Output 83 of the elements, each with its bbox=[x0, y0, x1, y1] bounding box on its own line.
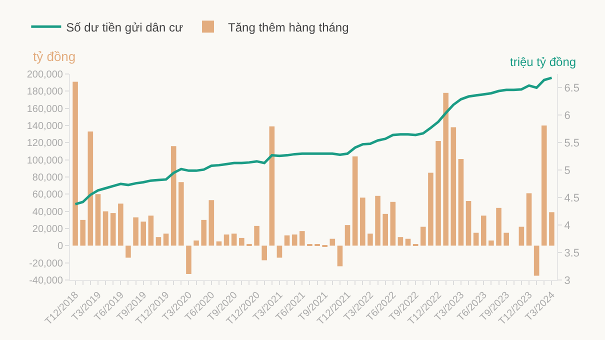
bar bbox=[118, 204, 124, 246]
bar bbox=[420, 226, 426, 246]
bar bbox=[534, 246, 540, 276]
y2-tick-label: 4.5 bbox=[564, 192, 580, 204]
y-tick-label: 80,000 bbox=[32, 172, 64, 184]
bar bbox=[292, 234, 298, 246]
bar bbox=[269, 126, 275, 246]
bar bbox=[95, 194, 101, 246]
y-tick-label: 100,000 bbox=[26, 155, 64, 166]
bar bbox=[72, 82, 78, 246]
bar bbox=[368, 234, 373, 246]
y-tick-label: 0 bbox=[57, 241, 64, 252]
bar bbox=[481, 216, 486, 246]
bar bbox=[466, 201, 472, 246]
bar bbox=[201, 220, 206, 246]
bar bbox=[488, 240, 494, 246]
y-tick-label: -20,000 bbox=[29, 258, 64, 270]
y2-tick-label: 6.5 bbox=[564, 82, 580, 95]
bar bbox=[88, 132, 94, 246]
bar bbox=[473, 232, 479, 246]
bar bbox=[110, 213, 116, 246]
y-tick-label: 160,000 bbox=[26, 104, 64, 115]
bar bbox=[239, 238, 244, 246]
line-series bbox=[74, 76, 553, 206]
bar bbox=[140, 222, 146, 246]
y2-tick-label: 5.5 bbox=[564, 138, 580, 150]
bar bbox=[450, 127, 456, 246]
bar bbox=[156, 237, 162, 246]
y-tick-label: 60,000 bbox=[32, 190, 64, 201]
y-axis-title: tỷ đồng bbox=[33, 49, 76, 64]
y-tick-label: 40,000 bbox=[32, 206, 64, 218]
bar bbox=[390, 202, 396, 246]
bar bbox=[102, 211, 108, 246]
y2-tick-label: 3 bbox=[564, 274, 570, 287]
y2-tick-label: 4 bbox=[564, 220, 570, 232]
bar bbox=[170, 146, 176, 246]
bar bbox=[80, 220, 86, 246]
bar bbox=[126, 246, 131, 258]
bar bbox=[496, 208, 502, 246]
legend-label: Số dư tiền gửi dân cư bbox=[66, 20, 184, 34]
y-tick-label: 20,000 bbox=[32, 224, 64, 235]
y-tick-label: 140,000 bbox=[26, 121, 64, 132]
bar bbox=[518, 226, 524, 246]
bar bbox=[405, 238, 411, 246]
bar bbox=[178, 182, 184, 246]
y2-tick-label: 6 bbox=[564, 110, 570, 122]
bar bbox=[344, 225, 350, 246]
bar bbox=[276, 246, 282, 258]
bar bbox=[208, 200, 214, 246]
y2-axis-title: triệu tỷ đồng bbox=[510, 55, 576, 69]
bar bbox=[526, 193, 532, 246]
bar bbox=[133, 217, 138, 246]
y-tick-label: 200,000 bbox=[26, 70, 64, 80]
bar bbox=[360, 198, 366, 246]
bar bbox=[254, 226, 260, 246]
y-tick-label: -40,000 bbox=[29, 276, 64, 286]
bar bbox=[284, 235, 290, 246]
legend-label: Tăng thêm hàng tháng bbox=[228, 20, 349, 34]
bar bbox=[300, 231, 305, 246]
bar bbox=[186, 246, 192, 274]
y-tick-label: 180,000 bbox=[26, 86, 64, 98]
bar bbox=[542, 126, 547, 246]
bar bbox=[337, 246, 343, 266]
bar bbox=[443, 92, 448, 246]
bar bbox=[262, 246, 267, 260]
bar bbox=[231, 234, 237, 246]
bar bbox=[224, 234, 230, 246]
bar bbox=[148, 216, 154, 246]
bar bbox=[458, 158, 464, 246]
bar bbox=[504, 232, 509, 246]
bar bbox=[398, 237, 404, 246]
bar bbox=[163, 234, 169, 246]
bar bbox=[382, 214, 388, 246]
y2-tick-label: 5 bbox=[564, 164, 570, 177]
bar bbox=[352, 156, 358, 246]
y2-tick-label: 3.5 bbox=[564, 247, 580, 260]
bar bbox=[436, 140, 441, 246]
y-tick-label: 120,000 bbox=[26, 138, 64, 150]
bar bbox=[549, 212, 554, 246]
bar bbox=[375, 196, 380, 246]
bar bbox=[194, 240, 199, 246]
bar bbox=[428, 172, 434, 246]
bar bbox=[330, 238, 336, 246]
